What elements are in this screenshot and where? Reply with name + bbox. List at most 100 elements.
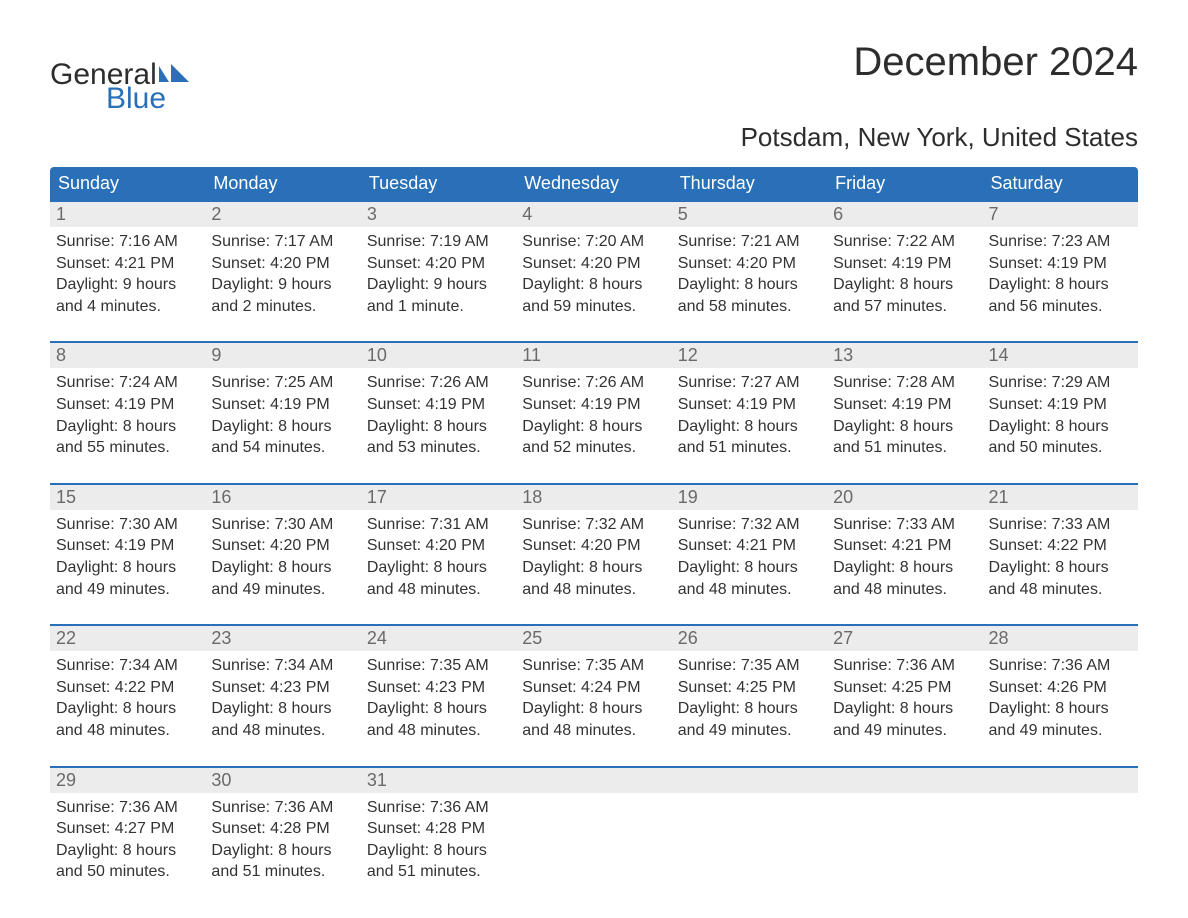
day-number: 15 — [50, 485, 205, 510]
day-header-row: Sunday Monday Tuesday Wednesday Thursday… — [50, 167, 1138, 200]
daynum-row: 1234567 — [50, 202, 1138, 227]
day-line-sunrise: Sunrise: 7:21 AM — [678, 231, 821, 253]
day-cell: 12 — [672, 343, 827, 368]
day-cell: 16 — [205, 485, 360, 510]
day-number: 19 — [672, 485, 827, 510]
day-line-sunset: Sunset: 4:19 PM — [56, 394, 199, 416]
day-header: Saturday — [983, 167, 1138, 200]
day-number: 24 — [361, 626, 516, 651]
day-number: 21 — [983, 485, 1138, 510]
day-number: 5 — [672, 202, 827, 227]
day-cell: Sunrise: 7:23 AMSunset: 4:19 PMDaylight:… — [983, 227, 1138, 323]
day-line-sunset: Sunset: 4:20 PM — [211, 535, 354, 557]
daybody-row: Sunrise: 7:36 AMSunset: 4:27 PMDaylight:… — [50, 793, 1138, 889]
day-line-d1: Daylight: 8 hours — [56, 698, 199, 720]
day-body: Sunrise: 7:36 AMSunset: 4:28 PMDaylight:… — [205, 793, 360, 889]
day-number: 9 — [205, 343, 360, 368]
day-line-sunrise: Sunrise: 7:26 AM — [367, 372, 510, 394]
day-number: 17 — [361, 485, 516, 510]
day-line-d2: and 48 minutes. — [522, 579, 665, 601]
day-cell: Sunrise: 7:35 AMSunset: 4:24 PMDaylight:… — [516, 651, 671, 747]
daybody-row: Sunrise: 7:34 AMSunset: 4:22 PMDaylight:… — [50, 651, 1138, 747]
day-line-sunrise: Sunrise: 7:16 AM — [56, 231, 199, 253]
day-cell: Sunrise: 7:32 AMSunset: 4:20 PMDaylight:… — [516, 510, 671, 606]
week-row: 891011121314Sunrise: 7:24 AMSunset: 4:19… — [50, 341, 1138, 464]
day-cell: Sunrise: 7:26 AMSunset: 4:19 PMDaylight:… — [516, 368, 671, 464]
day-number: 6 — [827, 202, 982, 227]
day-cell: 20 — [827, 485, 982, 510]
day-line-d2: and 49 minutes. — [833, 720, 976, 742]
calendar: Sunday Monday Tuesday Wednesday Thursday… — [50, 167, 1138, 889]
day-line-d1: Daylight: 8 hours — [522, 416, 665, 438]
day-line-sunrise: Sunrise: 7:25 AM — [211, 372, 354, 394]
day-line-sunset: Sunset: 4:27 PM — [56, 818, 199, 840]
day-cell: 27 — [827, 626, 982, 651]
day-cell: Sunrise: 7:33 AMSunset: 4:21 PMDaylight:… — [827, 510, 982, 606]
day-line-d2: and 50 minutes. — [989, 437, 1132, 459]
day-line-d1: Daylight: 8 hours — [211, 557, 354, 579]
day-line-sunrise: Sunrise: 7:31 AM — [367, 514, 510, 536]
day-body: Sunrise: 7:34 AMSunset: 4:22 PMDaylight:… — [50, 651, 205, 747]
day-cell: 6 — [827, 202, 982, 227]
day-line-sunrise: Sunrise: 7:36 AM — [367, 797, 510, 819]
day-number: 26 — [672, 626, 827, 651]
daybody-row: Sunrise: 7:16 AMSunset: 4:21 PMDaylight:… — [50, 227, 1138, 323]
day-line-d1: Daylight: 8 hours — [367, 416, 510, 438]
day-cell: Sunrise: 7:36 AMSunset: 4:27 PMDaylight:… — [50, 793, 205, 889]
day-line-sunset: Sunset: 4:20 PM — [678, 253, 821, 275]
day-line-d1: Daylight: 8 hours — [367, 840, 510, 862]
day-cell: Sunrise: 7:34 AMSunset: 4:22 PMDaylight:… — [50, 651, 205, 747]
day-cell: 19 — [672, 485, 827, 510]
day-body: Sunrise: 7:23 AMSunset: 4:19 PMDaylight:… — [983, 227, 1138, 323]
day-cell: 5 — [672, 202, 827, 227]
day-header: Wednesday — [516, 167, 671, 200]
day-line-sunrise: Sunrise: 7:34 AM — [56, 655, 199, 677]
day-line-sunrise: Sunrise: 7:19 AM — [367, 231, 510, 253]
day-body: Sunrise: 7:32 AMSunset: 4:21 PMDaylight:… — [672, 510, 827, 606]
day-line-d2: and 53 minutes. — [367, 437, 510, 459]
day-body: Sunrise: 7:32 AMSunset: 4:20 PMDaylight:… — [516, 510, 671, 606]
day-line-sunrise: Sunrise: 7:23 AM — [989, 231, 1132, 253]
day-cell — [827, 793, 982, 889]
brand-word-2: Blue — [50, 84, 193, 114]
day-number: 18 — [516, 485, 671, 510]
day-line-sunrise: Sunrise: 7:32 AM — [678, 514, 821, 536]
day-line-sunset: Sunset: 4:22 PM — [56, 677, 199, 699]
day-line-sunset: Sunset: 4:20 PM — [522, 535, 665, 557]
day-cell — [672, 793, 827, 889]
day-cell: Sunrise: 7:25 AMSunset: 4:19 PMDaylight:… — [205, 368, 360, 464]
day-line-d2: and 48 minutes. — [211, 720, 354, 742]
day-line-sunrise: Sunrise: 7:36 AM — [56, 797, 199, 819]
day-line-d1: Daylight: 8 hours — [989, 416, 1132, 438]
day-line-d1: Daylight: 8 hours — [833, 274, 976, 296]
day-body: Sunrise: 7:19 AMSunset: 4:20 PMDaylight:… — [361, 227, 516, 323]
day-cell: 14 — [983, 343, 1138, 368]
day-body: Sunrise: 7:30 AMSunset: 4:20 PMDaylight:… — [205, 510, 360, 606]
day-line-d2: and 58 minutes. — [678, 296, 821, 318]
day-line-sunset: Sunset: 4:19 PM — [678, 394, 821, 416]
day-line-d1: Daylight: 8 hours — [56, 557, 199, 579]
day-line-sunset: Sunset: 4:19 PM — [989, 253, 1132, 275]
day-cell: Sunrise: 7:30 AMSunset: 4:19 PMDaylight:… — [50, 510, 205, 606]
day-cell — [516, 793, 671, 889]
day-body: Sunrise: 7:35 AMSunset: 4:25 PMDaylight:… — [672, 651, 827, 747]
day-body: Sunrise: 7:36 AMSunset: 4:27 PMDaylight:… — [50, 793, 205, 889]
day-body: Sunrise: 7:35 AMSunset: 4:23 PMDaylight:… — [361, 651, 516, 747]
day-body — [516, 793, 671, 803]
day-line-sunset: Sunset: 4:28 PM — [211, 818, 354, 840]
day-line-d1: Daylight: 8 hours — [678, 698, 821, 720]
day-number: 25 — [516, 626, 671, 651]
day-line-d2: and 51 minutes. — [367, 861, 510, 883]
day-line-d2: and 48 minutes. — [367, 579, 510, 601]
day-body: Sunrise: 7:33 AMSunset: 4:22 PMDaylight:… — [983, 510, 1138, 606]
day-cell — [516, 768, 671, 793]
day-number: 2 — [205, 202, 360, 227]
day-body: Sunrise: 7:17 AMSunset: 4:20 PMDaylight:… — [205, 227, 360, 323]
day-line-d2: and 49 minutes. — [211, 579, 354, 601]
day-line-d2: and 48 minutes. — [989, 579, 1132, 601]
day-line-d2: and 50 minutes. — [56, 861, 199, 883]
day-line-sunrise: Sunrise: 7:32 AM — [522, 514, 665, 536]
day-line-d2: and 48 minutes. — [678, 579, 821, 601]
day-cell: Sunrise: 7:22 AMSunset: 4:19 PMDaylight:… — [827, 227, 982, 323]
day-header: Thursday — [672, 167, 827, 200]
